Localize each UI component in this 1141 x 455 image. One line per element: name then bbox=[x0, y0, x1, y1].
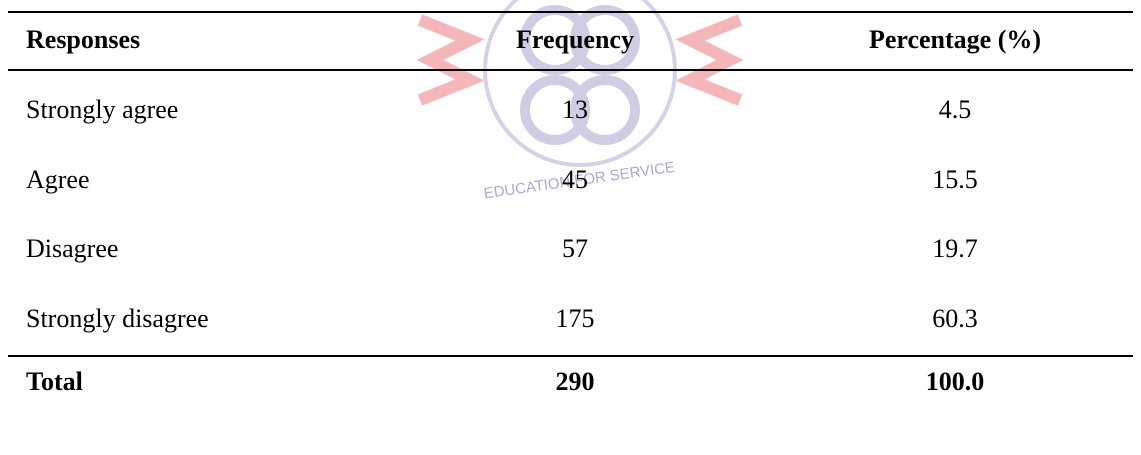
table-cell: Disagree bbox=[26, 234, 119, 263]
table-cell: Strongly disagree bbox=[26, 304, 209, 333]
header-cell: Responses bbox=[26, 25, 141, 54]
table-cell: 13 bbox=[562, 95, 588, 124]
table-cell: 60.3 bbox=[932, 304, 978, 333]
top-rule bbox=[8, 11, 1133, 13]
total-cell: 290 bbox=[555, 367, 595, 396]
table-cell: 57 bbox=[562, 234, 588, 263]
total-cell: Total bbox=[26, 367, 83, 396]
header-cell: Frequency bbox=[516, 25, 634, 54]
total-rule bbox=[8, 355, 1133, 357]
total-cell: 100.0 bbox=[925, 367, 985, 396]
table-cell: 15.5 bbox=[932, 165, 978, 194]
table-cell: Strongly agree bbox=[26, 95, 179, 124]
table-cell: 45 bbox=[562, 165, 588, 194]
header-rule bbox=[8, 69, 1133, 71]
table-cell: 19.7 bbox=[932, 234, 978, 263]
table-cell: Agree bbox=[26, 165, 90, 194]
table-cell: 4.5 bbox=[938, 95, 972, 124]
header-cell: Percentage (%) bbox=[868, 25, 1042, 54]
table-cell: 175 bbox=[555, 304, 595, 333]
